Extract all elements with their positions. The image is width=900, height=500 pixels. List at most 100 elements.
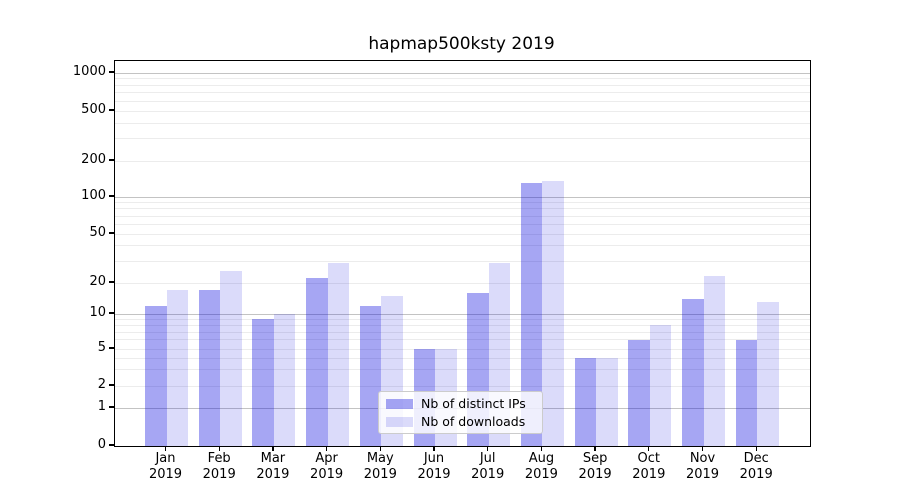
- y-tick-mark: [109, 71, 114, 73]
- x-tick-mark: [379, 446, 381, 451]
- x-tick-label: Nov 2019: [685, 451, 720, 482]
- gridline-minor: [115, 215, 810, 217]
- x-tick-label: Apr 2019: [310, 451, 344, 482]
- gridline-minor: [115, 100, 810, 102]
- bar-downloads: [596, 358, 618, 446]
- y-tick-mark: [109, 406, 114, 408]
- x-tick-label: Jul 2019: [471, 451, 505, 482]
- legend-label-downloads: Nb of downloads: [421, 414, 526, 429]
- y-tick-label: 10: [89, 305, 106, 320]
- x-tick-mark: [755, 446, 757, 451]
- bar-distinct-ips: [198, 290, 221, 446]
- x-tick-label: Jun 2019: [417, 451, 451, 482]
- y-tick-mark: [109, 159, 114, 161]
- legend-label-distinct-ips: Nb of distinct IPs: [421, 396, 526, 411]
- y-tick-mark: [109, 444, 114, 446]
- gridline-minor: [115, 233, 810, 235]
- y-tick-mark: [109, 281, 114, 283]
- gridline-minor: [115, 318, 810, 320]
- y-tick-mark: [109, 312, 114, 314]
- x-tick-label: Oct 2019: [632, 451, 666, 482]
- x-tick-label: Aug 2019: [524, 451, 558, 482]
- bar-distinct-ips: [574, 358, 597, 446]
- legend: Nb of distinct IPs Nb of downloads: [378, 391, 543, 434]
- bar-downloads: [542, 181, 564, 446]
- bar-downloads: [273, 314, 296, 446]
- y-tick-label: 500: [81, 102, 106, 117]
- gridline-minor: [115, 160, 810, 162]
- gridline-minor: [115, 385, 810, 387]
- x-tick-label: May 2019: [363, 451, 397, 482]
- x-tick-label: Dec 2019: [739, 451, 773, 482]
- y-tick-mark: [109, 347, 114, 349]
- bar-distinct-ips: [252, 319, 274, 446]
- x-tick-mark: [701, 446, 704, 451]
- y-tick-mark: [109, 384, 114, 386]
- gridline-minor: [115, 260, 810, 262]
- gridline-minor: [115, 339, 810, 341]
- gridline-minor: [115, 245, 810, 247]
- y-tick-label: 20: [89, 274, 106, 289]
- x-tick-mark: [218, 446, 220, 451]
- gridline-minor: [115, 348, 810, 350]
- gridline-major: [115, 196, 810, 198]
- bar-downloads: [703, 275, 725, 446]
- bar-distinct-ips: [735, 339, 758, 446]
- y-tick-mark: [109, 195, 114, 197]
- bar-distinct-ips: [145, 305, 167, 446]
- gridline-minor: [115, 122, 810, 124]
- x-tick-mark: [325, 446, 328, 451]
- gridline-minor: [115, 78, 810, 80]
- gridline-minor: [115, 208, 810, 210]
- y-tick-mark: [109, 109, 114, 111]
- x-tick-mark: [540, 446, 543, 451]
- gridline-minor: [115, 331, 810, 333]
- legend-swatch-distinct-ips: [386, 398, 413, 409]
- bar-distinct-ips: [628, 339, 650, 446]
- bar-downloads: [649, 325, 672, 446]
- legend-swatch-downloads: [386, 416, 413, 427]
- gridline-minor: [115, 357, 810, 359]
- bar-distinct-ips: [359, 305, 382, 446]
- x-tick-mark: [594, 446, 596, 451]
- x-tick-label: Sep 2019: [578, 451, 612, 482]
- y-tick-label: 1: [97, 399, 106, 414]
- plot-area: [114, 60, 811, 447]
- y-tick-label: 5: [97, 340, 106, 355]
- chart-title: hapmap500ksty 2019: [368, 34, 555, 54]
- gridline-minor: [115, 324, 810, 326]
- gridline-minor: [115, 282, 810, 284]
- gridline-minor: [115, 92, 810, 94]
- gridline-minor: [115, 202, 810, 204]
- x-tick-mark: [487, 446, 489, 451]
- bar-downloads: [166, 290, 188, 446]
- bar-distinct-ips: [682, 298, 704, 446]
- bar-downloads: [220, 271, 242, 446]
- x-tick-mark: [272, 446, 274, 451]
- y-tick-label: 50: [89, 225, 106, 240]
- bar-downloads: [757, 302, 779, 446]
- y-tick-label: 1000: [72, 64, 106, 79]
- legend-entry-distinct-ips: Nb of distinct IPs: [386, 396, 535, 411]
- gridline-major: [115, 72, 810, 74]
- gridline-minor: [115, 223, 810, 225]
- gridline-minor: [115, 84, 810, 86]
- legend-entry-downloads: Nb of downloads: [386, 414, 535, 429]
- x-tick-mark: [164, 446, 167, 451]
- x-tick-label: Jan 2019: [148, 451, 183, 482]
- y-tick-label: 100: [81, 188, 106, 203]
- y-tick-label: 2: [97, 377, 106, 392]
- y-tick-label: 200: [81, 152, 106, 167]
- x-tick-mark: [433, 446, 435, 451]
- x-tick-label: Mar 2019: [256, 451, 290, 482]
- x-tick-label: Feb 2019: [202, 451, 236, 482]
- x-tick-mark: [648, 446, 650, 451]
- bar-downloads: [327, 263, 350, 446]
- bar-distinct-ips: [520, 183, 543, 446]
- gridline-minor: [115, 138, 810, 140]
- y-tick-label: 0: [97, 437, 106, 452]
- bar-distinct-ips: [306, 277, 328, 446]
- gridline-major: [115, 313, 810, 315]
- gridline-minor: [115, 110, 810, 112]
